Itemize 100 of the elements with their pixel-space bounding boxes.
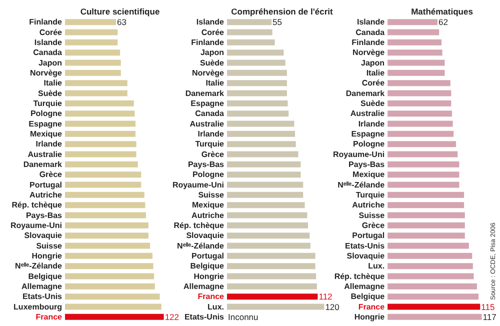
data-label: 115 — [481, 302, 495, 312]
bar — [227, 273, 316, 280]
y-tick-label: Hongrie — [32, 251, 63, 260]
y-tick-label: Hongrie — [354, 312, 386, 322]
y-tick-label: Royaume-Uni — [333, 150, 385, 159]
y-tick-label: Pologne — [192, 170, 225, 180]
bar — [65, 130, 136, 137]
y-tick-label: Slovaquie — [24, 231, 63, 240]
y-tick-label: Espagne — [190, 98, 225, 108]
bar — [227, 39, 275, 46]
y-tick-label: Mexique — [352, 170, 386, 180]
bar — [227, 222, 308, 228]
y-tick-label: Mexique — [192, 200, 225, 210]
bar — [388, 70, 445, 76]
y-tick-label: France — [36, 312, 63, 322]
bar — [65, 304, 162, 310]
y-tick-label: Finlande — [191, 38, 225, 47]
bar — [388, 283, 477, 290]
bar — [388, 80, 450, 86]
y-tick-label: Pays-Bas — [26, 210, 63, 220]
bar — [388, 29, 440, 36]
y-tick-label: Corée — [201, 28, 225, 37]
bar — [65, 222, 148, 228]
bar — [388, 151, 458, 158]
bar — [65, 161, 138, 168]
bar — [227, 70, 287, 76]
bar — [65, 19, 116, 26]
y-tick-label: Rép. tchèque — [12, 200, 63, 210]
bar — [227, 80, 287, 86]
bar — [227, 242, 310, 249]
y-tick-label: Espagne — [351, 129, 386, 138]
y-tick-label: Danemark — [185, 88, 225, 98]
y-tick-label: France — [198, 292, 225, 302]
y-tick-label: Grèce — [39, 170, 63, 180]
y-tick-label: Italie — [44, 78, 63, 88]
bar — [65, 39, 118, 46]
y-tick-label: Lux. — [368, 262, 385, 271]
bar — [227, 304, 324, 310]
y-tick-label: Belgique — [350, 292, 386, 302]
bar — [227, 120, 294, 127]
bar — [388, 120, 453, 127]
bar — [65, 314, 164, 320]
data-label: 122 — [164, 312, 180, 322]
data-label: 117 — [482, 312, 497, 322]
y-tick-label: Royaume-Uni — [10, 220, 62, 230]
bar — [388, 110, 452, 117]
y-tick-label: Canada — [356, 28, 386, 37]
bar — [65, 110, 135, 117]
y-tick-label: Islande — [196, 18, 225, 27]
y-tick-label: Pologne — [353, 140, 386, 149]
bar — [65, 151, 136, 158]
y-tick-label: Irlande — [36, 140, 63, 149]
bar — [388, 232, 465, 239]
y-tick-label: Islande — [34, 38, 63, 47]
bar — [388, 222, 465, 228]
y-tick-label: Suisse — [198, 190, 225, 200]
y-tick-label: France — [358, 302, 386, 312]
chart-title: Compréhension de l'écrit — [231, 6, 334, 16]
bar — [388, 304, 480, 310]
bar — [227, 182, 304, 188]
bar — [388, 192, 464, 198]
bar — [65, 212, 146, 218]
y-tick-label: Etats-Unis — [184, 312, 225, 322]
bar — [227, 130, 296, 137]
y-tick-label: Irlande — [198, 129, 225, 138]
y-tick-label: Slovaquie — [186, 231, 225, 240]
y-tick-label: Norvège — [192, 68, 225, 78]
bar — [227, 294, 318, 300]
bar — [65, 252, 152, 259]
data-label: 120 — [325, 302, 340, 312]
bar — [65, 120, 136, 127]
bar — [227, 202, 305, 208]
y-tick-label: Canada — [33, 48, 63, 58]
y-tick-label: Turquie — [33, 98, 63, 108]
bar — [227, 29, 272, 36]
y-tick-label: Japon — [361, 58, 385, 68]
bar — [388, 130, 454, 137]
bar — [388, 39, 442, 46]
bar — [227, 263, 316, 270]
y-tick-label: Suède — [200, 58, 225, 68]
bar — [227, 100, 288, 106]
y-tick-label: Turquie — [356, 190, 386, 200]
bar — [388, 273, 474, 280]
bar — [388, 100, 452, 106]
bar — [65, 29, 118, 36]
y-tick-label: Pays-Bas — [348, 160, 386, 169]
y-tick-label: Australie — [350, 109, 386, 118]
bar — [227, 252, 316, 259]
y-tick-label: Norvège — [352, 48, 386, 58]
y-tick-label: Belgique — [28, 272, 63, 281]
bar — [227, 283, 317, 290]
y-tick-label: Norvège — [30, 68, 63, 78]
y-tick-label: Mexique — [30, 129, 63, 138]
y-tick-label: Japon — [200, 48, 224, 58]
y-tick-label: Rép. tchèque — [334, 272, 386, 281]
y-tick-label: Portugal — [352, 231, 385, 240]
bar — [65, 141, 136, 148]
bar — [227, 110, 289, 117]
bar — [388, 212, 465, 218]
y-tick-label: Suisse — [358, 210, 386, 220]
